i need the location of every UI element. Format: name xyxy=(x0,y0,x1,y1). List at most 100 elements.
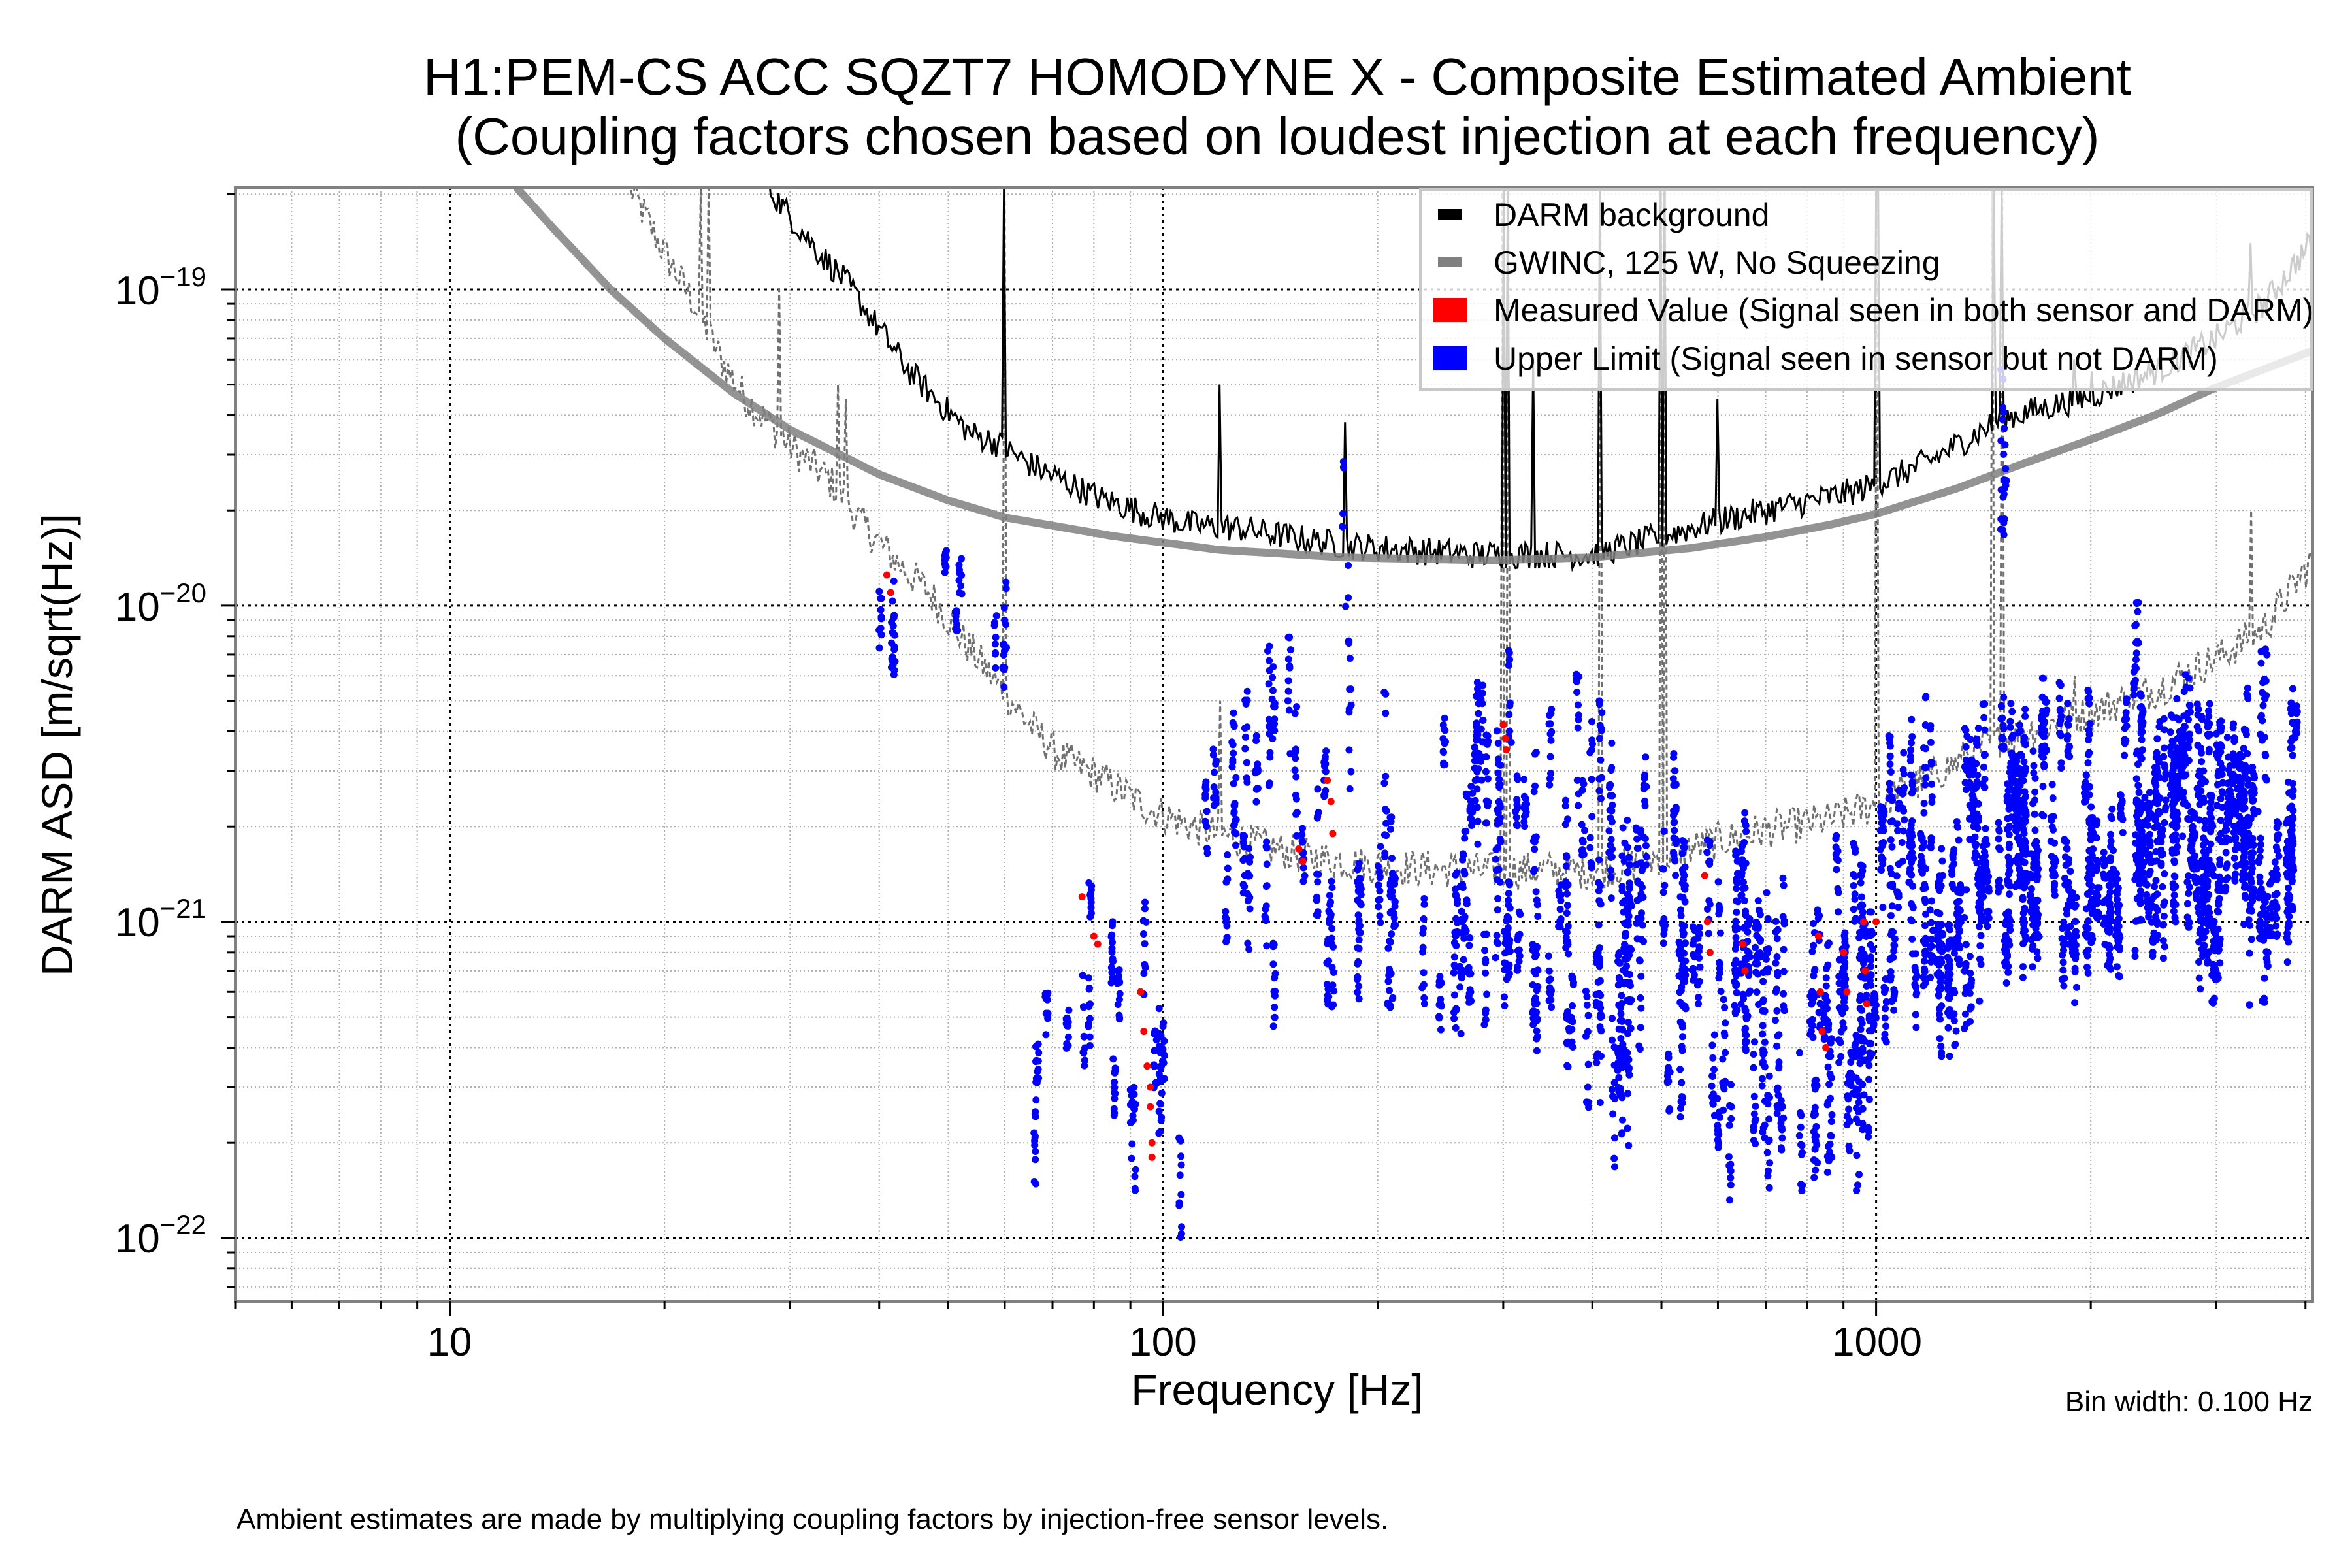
upper-limit-point xyxy=(2048,823,2056,831)
upper-limit-point xyxy=(1564,881,1572,889)
upper-limit-point xyxy=(1354,973,1362,981)
upper-limit-point xyxy=(1597,1013,1605,1021)
upper-limit-point xyxy=(1891,990,1898,998)
upper-limit-point xyxy=(2218,771,2226,778)
upper-limit-point xyxy=(2288,802,2296,810)
upper-limit-point xyxy=(1563,902,1571,909)
upper-limit-point xyxy=(1202,778,1210,786)
upper-limit-point xyxy=(1773,1042,1780,1050)
legend-swatch-darm xyxy=(1438,209,1462,220)
upper-limit-point xyxy=(1299,877,1307,885)
upper-limit-point xyxy=(1670,750,1678,757)
upper-limit-point xyxy=(1243,774,1250,782)
upper-limit-point xyxy=(1742,1045,1749,1052)
upper-limit-point xyxy=(1950,850,1957,858)
upper-limit-point xyxy=(1584,1028,1592,1036)
upper-limit-point xyxy=(1763,889,1771,896)
upper-limit-point xyxy=(1505,661,1512,669)
measured-value-point xyxy=(1703,918,1711,926)
upper-limit-point xyxy=(1962,756,1970,764)
upper-limit-point xyxy=(1615,1073,1623,1081)
upper-limit-point xyxy=(1460,851,1467,859)
upper-limit-point xyxy=(1845,1117,1853,1124)
upper-limit-point xyxy=(1458,907,1465,915)
upper-limit-point xyxy=(2056,729,2063,737)
upper-limit-point xyxy=(2181,798,2189,806)
upper-limit-point xyxy=(1269,674,1277,681)
measured-value-point xyxy=(1295,845,1303,853)
upper-limit-point xyxy=(2151,824,2159,832)
upper-limit-point xyxy=(2195,958,2203,966)
upper-limit-point xyxy=(2058,935,2066,943)
upper-limit-point xyxy=(1677,912,1685,919)
upper-limit-point xyxy=(1520,776,1528,783)
upper-limit-point xyxy=(2248,794,2256,802)
upper-limit-point xyxy=(1922,693,1930,700)
upper-limit-point xyxy=(2174,781,2182,789)
upper-limit-point xyxy=(1842,975,1850,983)
upper-limit-point xyxy=(2057,712,2065,720)
upper-limit-point xyxy=(2085,871,2093,879)
upper-limit-point xyxy=(1876,845,1884,853)
upper-limit-point xyxy=(1611,1163,1618,1171)
upper-limit-point xyxy=(1859,1045,1867,1053)
upper-limit-point xyxy=(1867,962,1875,970)
upper-limit-scatter xyxy=(875,366,2301,1241)
upper-limit-point xyxy=(1473,749,1481,757)
upper-limit-point xyxy=(1607,866,1614,874)
upper-limit-point xyxy=(1907,843,1915,851)
upper-limit-point xyxy=(2145,799,2152,807)
upper-limit-point xyxy=(1437,1026,1445,1034)
upper-limit-point xyxy=(1759,1030,1767,1038)
upper-limit-point xyxy=(1826,1070,1834,1078)
upper-limit-point xyxy=(2020,872,2028,879)
upper-limit-point xyxy=(2162,770,2170,777)
upper-limit-point xyxy=(1293,703,1301,711)
upper-limit-point xyxy=(1222,907,1230,915)
upper-limit-point xyxy=(2167,771,2175,779)
upper-limit-point xyxy=(1107,979,1115,987)
upper-limit-point xyxy=(2186,684,2194,692)
upper-limit-point xyxy=(1908,781,1916,789)
upper-limit-point xyxy=(1928,798,1936,806)
upper-limit-point xyxy=(1439,747,1447,755)
upper-limit-point xyxy=(1324,1000,1332,1008)
upper-limit-point xyxy=(1375,903,1382,911)
upper-limit-point xyxy=(1533,1027,1541,1035)
upper-limit-point xyxy=(1677,906,1684,914)
upper-limit-point xyxy=(1108,968,1116,976)
upper-limit-point xyxy=(1588,864,1595,872)
upper-limit-point xyxy=(1921,896,1929,903)
upper-limit-point xyxy=(1460,915,1468,923)
upper-limit-point xyxy=(1780,1002,1788,1010)
upper-limit-point xyxy=(1291,766,1299,774)
upper-limit-point xyxy=(1562,862,1570,870)
upper-limit-point xyxy=(2132,831,2140,839)
upper-limit-point xyxy=(2254,808,2262,815)
upper-limit-point xyxy=(2082,772,2090,779)
upper-limit-point xyxy=(1835,908,1842,916)
upper-limit-point xyxy=(1141,960,1149,968)
upper-limit-point xyxy=(2016,865,2023,873)
upper-limit-point xyxy=(1861,1056,1869,1064)
upper-limit-point xyxy=(2181,723,2189,730)
upper-limit-point xyxy=(2172,901,2180,908)
upper-limit-point xyxy=(1501,993,1508,1001)
darm-reference-line xyxy=(630,188,2313,890)
upper-limit-point xyxy=(2002,465,2010,472)
upper-limit-point xyxy=(2222,876,2230,883)
upper-limit-point xyxy=(1722,1077,1729,1085)
upper-limit-point xyxy=(1751,1038,1758,1046)
upper-limit-point xyxy=(1561,796,1569,804)
upper-limit-point xyxy=(2132,664,2140,672)
upper-limit-point xyxy=(2219,779,2227,787)
measured-value-point xyxy=(1148,1139,1156,1147)
upper-limit-point xyxy=(2110,847,2117,855)
upper-limit-point xyxy=(1254,784,1262,792)
upper-limit-point xyxy=(2019,826,2027,834)
upper-limit-point xyxy=(1001,616,1009,624)
upper-limit-point xyxy=(1503,975,1511,983)
upper-limit-point xyxy=(2175,716,2183,724)
measured-value-point xyxy=(1863,1000,1870,1008)
upper-limit-point xyxy=(1935,883,1942,890)
